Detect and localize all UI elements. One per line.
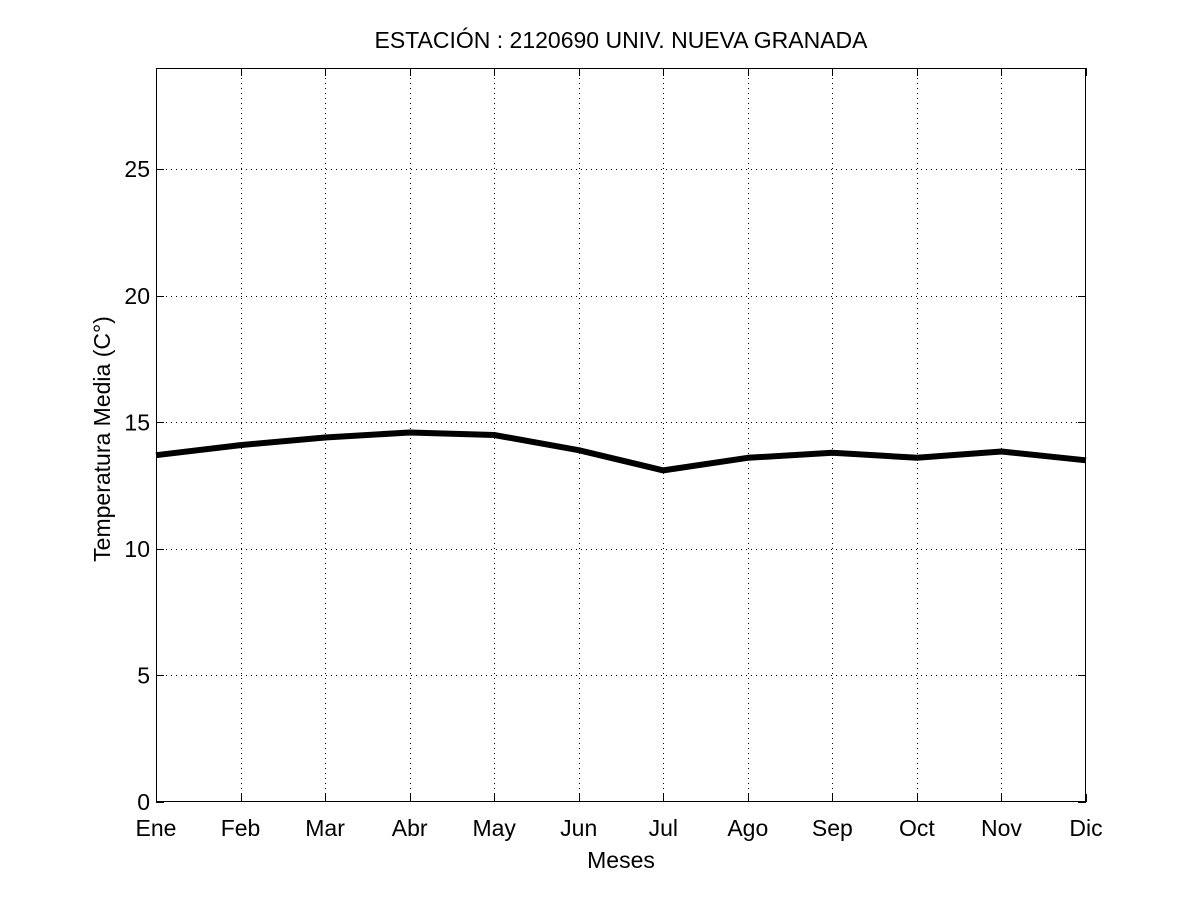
x-tick-label: Ago [727, 815, 768, 841]
y-tick-label: 25 [124, 156, 150, 182]
x-tick-label: Jun [560, 815, 597, 841]
x-tick-label: Abr [392, 815, 428, 841]
x-tick-label: Oct [899, 815, 935, 841]
x-tick-label: Ene [136, 815, 177, 841]
y-tick-label: 15 [124, 409, 150, 435]
x-tick-label: Mar [305, 815, 345, 841]
y-axis-label: Temperatura Media (C°) [89, 316, 115, 562]
chart-title: ESTACIÓN : 2120690 UNIV. NUEVA GRANADA [375, 27, 869, 53]
x-tick-label: Dic [1069, 815, 1102, 841]
axis-ticks [156, 68, 1087, 803]
x-tick-label: May [472, 815, 516, 841]
x-axis-label: Meses [587, 847, 655, 873]
series-layer [155, 429, 1087, 474]
y-tick-label: 5 [137, 662, 150, 688]
tick-labels: Ene Feb Mar Abr May Jun Jul Ago Sep Oct Nov Dic 0 5 10… [124, 156, 1102, 841]
x-tick-label: Feb [221, 815, 261, 841]
plot-area [156, 68, 1086, 802]
plot-border [156, 68, 1086, 802]
x-tick-label: Jul [649, 815, 678, 841]
y-tick-label: 0 [137, 789, 150, 815]
x-tick-label: Nov [981, 815, 1022, 841]
y-tick-label: 20 [124, 283, 150, 309]
grid-lines [156, 68, 1086, 802]
x-tick-label: Sep [812, 815, 853, 841]
y-tick-label: 10 [124, 536, 150, 562]
series-line [155, 429, 1087, 474]
